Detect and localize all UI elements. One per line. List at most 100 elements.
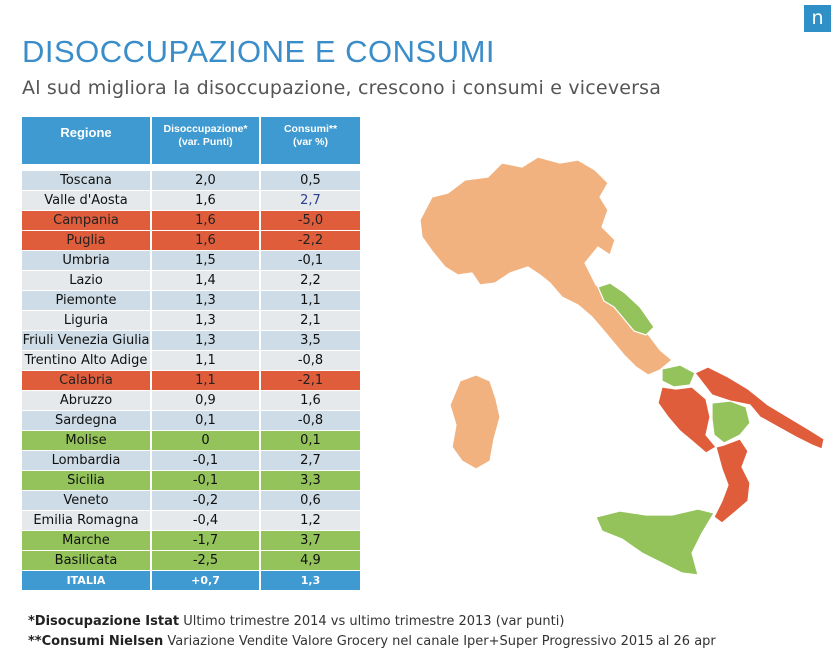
unemployment-cell: 1,3 xyxy=(152,331,261,350)
region-cell: Sardegna xyxy=(22,411,152,430)
unemployment-cell: -0,2 xyxy=(152,491,261,510)
region-cell: Trentino Alto Adige xyxy=(22,351,152,370)
table-body: Toscana 2,0 0,5 Valle d'Aosta 1,6 2,7 Campania… xyxy=(22,170,362,570)
table-row: Sardegna 0,1 -0,8 xyxy=(22,410,362,430)
consumption-cell: 2,7 xyxy=(261,191,360,210)
unemployment-cell: 1,6 xyxy=(152,211,261,230)
footnote-unemployment: *Disocupazione Istat Ultimo trimestre 20… xyxy=(28,614,564,629)
region-cell: Basilicata xyxy=(22,551,152,570)
region-cell: Liguria xyxy=(22,311,152,330)
map-region-calabria xyxy=(713,438,751,524)
table-row: Sicilia -0,1 3,3 xyxy=(22,470,362,490)
unemployment-cell: 1,1 xyxy=(152,371,261,390)
table-row-total: ITALIA +0,7 1,3 xyxy=(22,570,362,590)
page-subtitle: Al sud migliora la disoccupazione, cresc… xyxy=(22,77,662,99)
consumption-cell: 0,1 xyxy=(261,431,360,450)
consumption-cell: 0,6 xyxy=(261,491,360,510)
table-row: Friuli Venezia Giulia 1,3 3,5 xyxy=(22,330,362,350)
consumption-cell: 2,7 xyxy=(261,451,360,470)
table-row: Trentino Alto Adige 1,1 -0,8 xyxy=(22,350,362,370)
consumption-cell: 4,9 xyxy=(261,551,360,570)
unemployment-cell: 1,3 xyxy=(152,291,261,310)
table-row: Calabria 1,1 -2,1 xyxy=(22,370,362,390)
map-region-campania xyxy=(657,386,717,454)
table-row: Emilia Romagna -0,4 1,2 xyxy=(22,510,362,530)
table-row: Valle d'Aosta 1,6 2,7 xyxy=(22,190,362,210)
consumption-cell: 1,2 xyxy=(261,511,360,530)
map-region-molise xyxy=(661,364,696,388)
map-region-sardegna xyxy=(449,374,501,470)
map-region-marche xyxy=(597,282,655,336)
header-consumption-title: Consumi** xyxy=(283,123,338,135)
region-cell: Emilia Romagna xyxy=(22,511,152,530)
table-row: Lombardia -0,1 2,7 xyxy=(22,450,362,470)
consumption-cell: 1,6 xyxy=(261,391,360,410)
table-row: Marche -1,7 3,7 xyxy=(22,530,362,550)
unemployment-cell: 0 xyxy=(152,431,261,450)
unemployment-cell: -0,4 xyxy=(152,511,261,530)
footnote-unemployment-source: *Disocupazione Istat xyxy=(28,614,180,629)
region-cell: Abruzzo xyxy=(22,391,152,410)
region-cell: Toscana xyxy=(22,171,152,190)
table-row: Campania 1,6 -5,0 xyxy=(22,210,362,230)
unemployment-cell: 1,6 xyxy=(152,231,261,250)
unemployment-cell: 0,1 xyxy=(152,411,261,430)
page-title: DISOCCUPAZIONE E CONSUMI xyxy=(22,34,496,69)
table-row: Basilicata -2,5 4,9 xyxy=(22,550,362,570)
unemployment-cell: -0,1 xyxy=(152,471,261,490)
table-row: Puglia 1,6 -2,2 xyxy=(22,230,362,250)
region-cell: Puglia xyxy=(22,231,152,250)
consumption-cell: 3,5 xyxy=(261,331,360,350)
unemployment-cell: 0,9 xyxy=(152,391,261,410)
table-row: Piemonte 1,3 1,1 xyxy=(22,290,362,310)
region-cell: Molise xyxy=(22,431,152,450)
table-row: Toscana 2,0 0,5 xyxy=(22,170,362,190)
unemployment-cell: 1,3 xyxy=(152,311,261,330)
region-cell: Piemonte xyxy=(22,291,152,310)
header-unemployment-unit: (var. Punti) xyxy=(178,136,233,148)
map-region-north-centre xyxy=(419,156,673,376)
consumption-cell: -5,0 xyxy=(261,211,360,230)
consumption-cell: 3,3 xyxy=(261,471,360,490)
footnote-consumption-source: **Consumi Nielsen xyxy=(28,634,164,649)
unemployment-cell: 1,6 xyxy=(152,191,261,210)
unemployment-cell: 2,0 xyxy=(152,171,261,190)
consumption-cell: -0,8 xyxy=(261,351,360,370)
consumption-cell: -0,8 xyxy=(261,411,360,430)
header-unemployment-title: Disoccupazione* xyxy=(163,123,248,135)
region-cell: Marche xyxy=(22,531,152,550)
consumption-cell: 2,1 xyxy=(261,311,360,330)
footnote-consumption-text: Variazione Vendite Valore Grocery nel ca… xyxy=(163,634,716,649)
region-cell: Lombardia xyxy=(22,451,152,470)
region-cell: Umbria xyxy=(22,251,152,270)
total-consumption: 1,3 xyxy=(261,571,360,590)
table-row: Abruzzo 0,9 1,6 xyxy=(22,390,362,410)
region-cell: Friuli Venezia Giulia xyxy=(22,331,152,350)
footnote-consumption: **Consumi Nielsen Variazione Vendite Val… xyxy=(28,634,716,649)
map-region-puglia xyxy=(694,366,825,450)
consumption-cell: -2,2 xyxy=(261,231,360,250)
region-cell: Calabria xyxy=(22,371,152,390)
consumption-cell: 1,1 xyxy=(261,291,360,310)
region-cell: Sicilia xyxy=(22,471,152,490)
consumption-cell: -0,1 xyxy=(261,251,360,270)
consumption-cell: 3,7 xyxy=(261,531,360,550)
table-row: Molise 0 0,1 xyxy=(22,430,362,450)
consumption-cell: 0,5 xyxy=(261,171,360,190)
table-row: Lazio 1,4 2,2 xyxy=(22,270,362,290)
italy-map xyxy=(419,156,825,576)
total-region: ITALIA xyxy=(22,571,152,590)
unemployment-cell: 1,1 xyxy=(152,351,261,370)
region-cell: Campania xyxy=(22,211,152,230)
unemployment-cell: 1,4 xyxy=(152,271,261,290)
table-header: Regione Disoccupazione* (var. Punti) Con… xyxy=(22,117,362,164)
footnote-unemployment-text: Ultimo trimestre 2014 vs ultimo trimestr… xyxy=(179,614,565,629)
header-consumption-unit: (var %) xyxy=(292,136,328,148)
unemployment-cell: -1,7 xyxy=(152,531,261,550)
table-row: Liguria 1,3 2,1 xyxy=(22,310,362,330)
regions-table: Regione Disoccupazione* (var. Punti) Con… xyxy=(22,117,362,590)
region-cell: Veneto xyxy=(22,491,152,510)
table-row: Umbria 1,5 -0,1 xyxy=(22,250,362,270)
map-region-sicilia xyxy=(595,508,715,576)
region-cell: Valle d'Aosta xyxy=(22,191,152,210)
